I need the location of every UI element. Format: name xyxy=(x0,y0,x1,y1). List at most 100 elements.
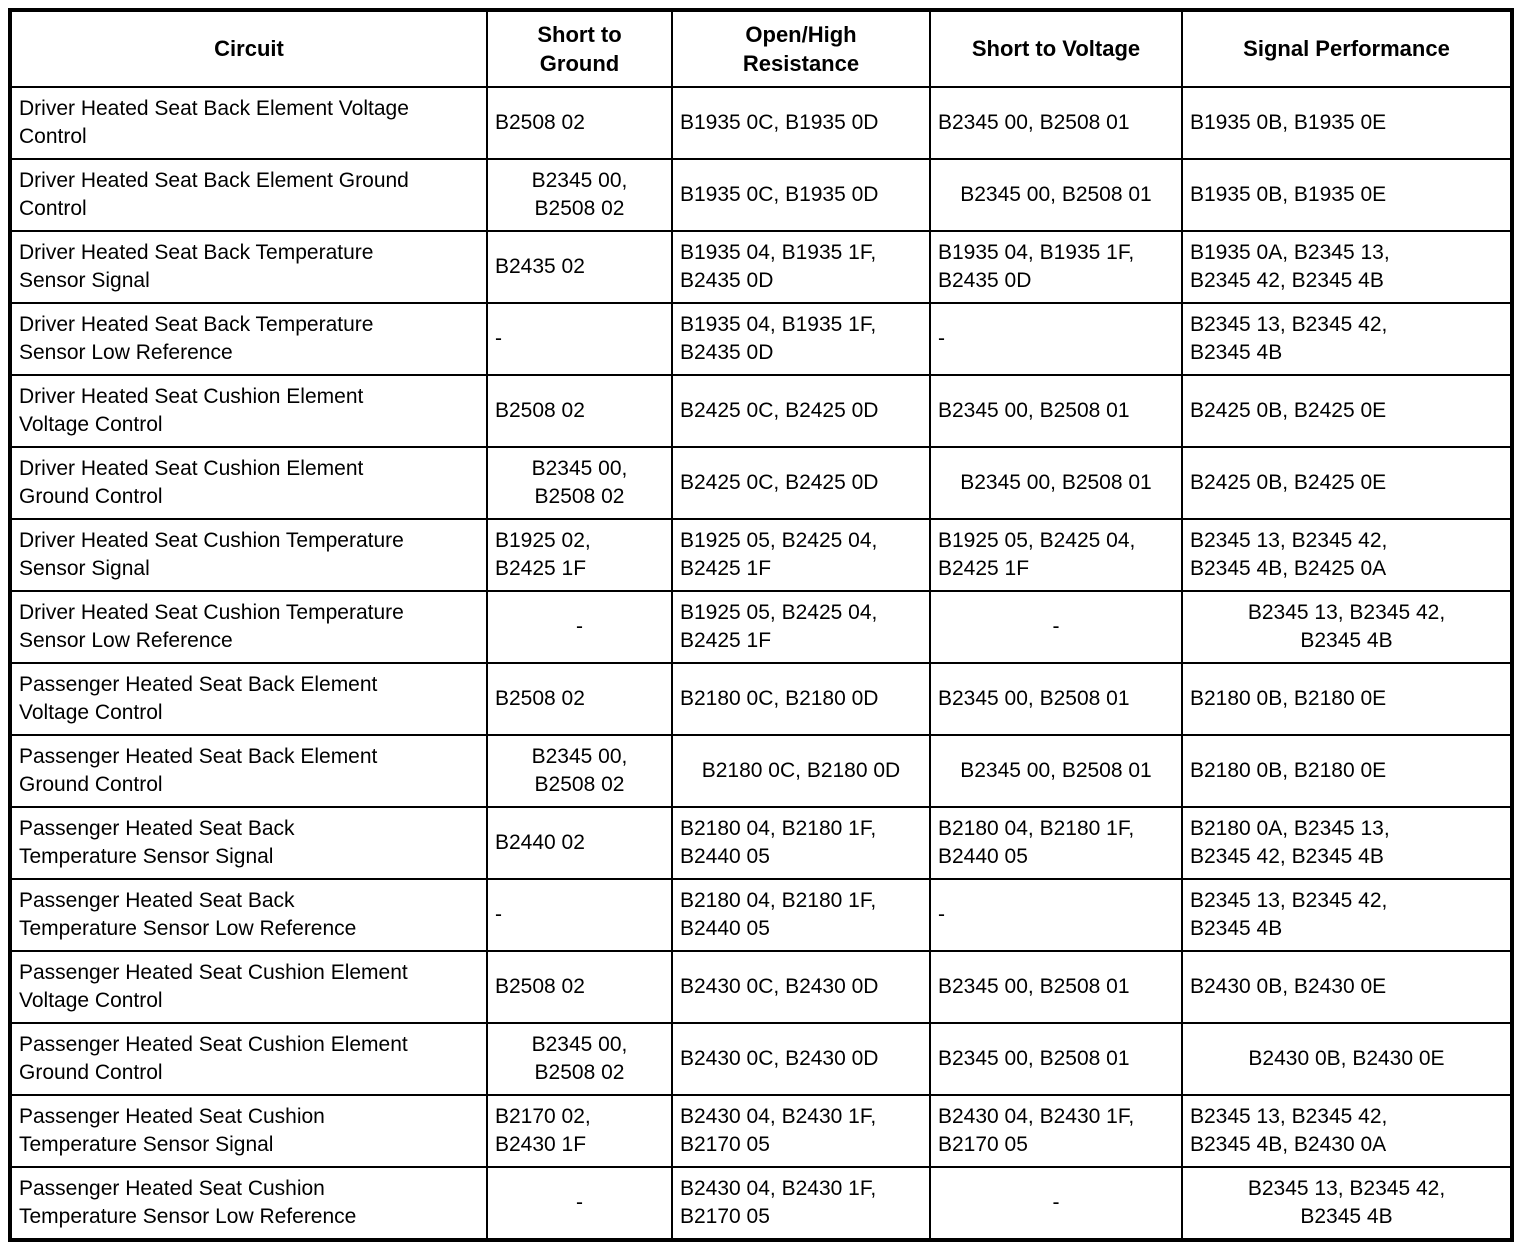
table-row: Driver Heated Seat Back Temperature Sens… xyxy=(9,302,1513,376)
dtc-cell: B2345 00, B2508 02 xyxy=(486,158,673,232)
table-row: Driver Heated Seat Cushion Element Volta… xyxy=(9,374,1513,448)
circuit-cell: Passenger Heated Seat Back Element Volta… xyxy=(9,662,488,736)
dtc-cell: B2430 04, B2430 1F, B2170 05 xyxy=(671,1166,931,1241)
dtc-cell: B2345 13, B2345 42, B2345 4B, B2430 0A xyxy=(1181,1094,1513,1168)
circuit-cell: Driver Heated Seat Back Element Voltage … xyxy=(9,86,488,160)
dtc-cell: B2345 13, B2345 42, B2345 4B, B2425 0A xyxy=(1181,518,1513,592)
table-row: Passenger Heated Seat Cushion Temperatur… xyxy=(9,1094,1513,1168)
dtc-cell: B2425 0C, B2425 0D xyxy=(671,446,931,520)
dtc-cell: B2425 0C, B2425 0D xyxy=(671,374,931,448)
table-header-row: Circuit Short to Ground Open/High Resistan… xyxy=(9,9,1513,88)
dtc-cell: B2425 0B, B2425 0E xyxy=(1181,374,1513,448)
dtc-cell: B2345 00, B2508 02 xyxy=(486,1022,673,1096)
table-row: Driver Heated Seat Back Element Ground C… xyxy=(9,158,1513,232)
dtc-cell: - xyxy=(929,590,1183,664)
dtc-cell: B2345 13, B2345 42, B2345 4B xyxy=(1181,590,1513,664)
table-row: Passenger Heated Seat Back Temperature S… xyxy=(9,878,1513,952)
circuit-cell: Driver Heated Seat Cushion Element Groun… xyxy=(9,446,488,520)
dtc-cell: - xyxy=(929,302,1183,376)
dtc-cell: - xyxy=(486,878,673,952)
circuit-cell: Passenger Heated Seat Back Temperature S… xyxy=(9,806,488,880)
dtc-cell: B2180 04, B2180 1F, B2440 05 xyxy=(671,806,931,880)
column-header: Signal Performance xyxy=(1181,9,1513,88)
dtc-cell: B2180 04, B2180 1F, B2440 05 xyxy=(929,806,1183,880)
dtc-cell: B2345 00, B2508 01 xyxy=(929,158,1183,232)
dtc-cell: B1935 04, B1935 1F, B2435 0D xyxy=(929,230,1183,304)
dtc-cell: B1925 05, B2425 04, B2425 1F xyxy=(671,590,931,664)
dtc-cell: - xyxy=(486,1166,673,1241)
table-row: Driver Heated Seat Cushion Temperature S… xyxy=(9,518,1513,592)
column-header: Open/High Resistance xyxy=(671,9,931,88)
circuit-cell: Driver Heated Seat Cushion Temperature S… xyxy=(9,590,488,664)
circuit-cell: Driver Heated Seat Cushion Element Volta… xyxy=(9,374,488,448)
dtc-cell: B2180 0A, B2345 13, B2345 42, B2345 4B xyxy=(1181,806,1513,880)
dtc-cell: B1935 0B, B1935 0E xyxy=(1181,158,1513,232)
dtc-cell: B2440 02 xyxy=(486,806,673,880)
table-row: Passenger Heated Seat Cushion Temperatur… xyxy=(9,1166,1513,1241)
dtc-cell: B1925 02, B2425 1F xyxy=(486,518,673,592)
dtc-cell: B1935 0B, B1935 0E xyxy=(1181,86,1513,160)
table-row: Driver Heated Seat Back Element Voltage … xyxy=(9,86,1513,160)
table-row: Driver Heated Seat Cushion Element Groun… xyxy=(9,446,1513,520)
dtc-cell: B2435 02 xyxy=(486,230,673,304)
dtc-reference-table: Circuit Short to Ground Open/High Resistan… xyxy=(8,8,1514,1242)
dtc-cell: B2345 00, B2508 01 xyxy=(929,1022,1183,1096)
dtc-cell: B1935 0C, B1935 0D xyxy=(671,86,931,160)
table-row: Passenger Heated Seat Back Element Volta… xyxy=(9,662,1513,736)
circuit-cell: Passenger Heated Seat Cushion Temperatur… xyxy=(9,1166,488,1241)
circuit-cell: Passenger Heated Seat Back Temperature S… xyxy=(9,878,488,952)
dtc-cell: - xyxy=(486,302,673,376)
dtc-cell: B2508 02 xyxy=(486,662,673,736)
dtc-cell: B2180 0B, B2180 0E xyxy=(1181,662,1513,736)
dtc-cell: B2345 13, B2345 42, B2345 4B xyxy=(1181,302,1513,376)
dtc-cell: B1935 04, B1935 1F, B2435 0D xyxy=(671,230,931,304)
dtc-cell: B2180 0C, B2180 0D xyxy=(671,662,931,736)
circuit-cell: Driver Heated Seat Back Element Ground C… xyxy=(9,158,488,232)
table-row: Driver Heated Seat Back Temperature Sens… xyxy=(9,230,1513,304)
column-header: Short to Ground xyxy=(486,9,673,88)
dtc-cell: B2345 00, B2508 02 xyxy=(486,734,673,808)
dtc-cell: - xyxy=(929,878,1183,952)
table-row: Passenger Heated Seat Cushion Element Gr… xyxy=(9,1022,1513,1096)
circuit-cell: Passenger Heated Seat Back Element Groun… xyxy=(9,734,488,808)
dtc-cell: B2430 04, B2430 1F, B2170 05 xyxy=(671,1094,931,1168)
dtc-cell: B2430 04, B2430 1F, B2170 05 xyxy=(929,1094,1183,1168)
dtc-cell: B2345 00, B2508 01 xyxy=(929,662,1183,736)
circuit-cell: Driver Heated Seat Back Temperature Sens… xyxy=(9,302,488,376)
dtc-cell: B2345 00, B2508 01 xyxy=(929,446,1183,520)
dtc-cell: B2430 0B, B2430 0E xyxy=(1181,1022,1513,1096)
circuit-cell: Passenger Heated Seat Cushion Element Gr… xyxy=(9,1022,488,1096)
table-row: Passenger Heated Seat Cushion Element Vo… xyxy=(9,950,1513,1024)
dtc-cell: B2345 13, B2345 42, B2345 4B xyxy=(1181,878,1513,952)
dtc-cell: - xyxy=(486,590,673,664)
dtc-cell: B2180 0B, B2180 0E xyxy=(1181,734,1513,808)
dtc-cell: B2180 04, B2180 1F, B2440 05 xyxy=(671,878,931,952)
dtc-cell: B2345 00, B2508 01 xyxy=(929,374,1183,448)
dtc-cell: B2508 02 xyxy=(486,950,673,1024)
dtc-cell: B2345 00, B2508 01 xyxy=(929,86,1183,160)
dtc-cell: B1935 0A, B2345 13, B2345 42, B2345 4B xyxy=(1181,230,1513,304)
circuit-cell: Passenger Heated Seat Cushion Temperatur… xyxy=(9,1094,488,1168)
dtc-cell: B1935 0C, B1935 0D xyxy=(671,158,931,232)
table-row: Passenger Heated Seat Back Element Groun… xyxy=(9,734,1513,808)
dtc-cell: B1925 05, B2425 04, B2425 1F xyxy=(929,518,1183,592)
circuit-cell: Driver Heated Seat Back Temperature Sens… xyxy=(9,230,488,304)
dtc-cell: B2430 0B, B2430 0E xyxy=(1181,950,1513,1024)
table-row: Driver Heated Seat Cushion Temperature S… xyxy=(9,590,1513,664)
dtc-cell: B2345 00, B2508 01 xyxy=(929,734,1183,808)
dtc-cell: B2508 02 xyxy=(486,374,673,448)
dtc-cell: - xyxy=(929,1166,1183,1241)
dtc-cell: B2508 02 xyxy=(486,86,673,160)
circuit-cell: Driver Heated Seat Cushion Temperature S… xyxy=(9,518,488,592)
table-body: Driver Heated Seat Back Element Voltage … xyxy=(9,86,1513,1241)
column-header: Circuit xyxy=(9,9,488,88)
circuit-cell: Passenger Heated Seat Cushion Element Vo… xyxy=(9,950,488,1024)
dtc-cell: B1935 04, B1935 1F, B2435 0D xyxy=(671,302,931,376)
dtc-cell: B1925 05, B2425 04, B2425 1F xyxy=(671,518,931,592)
dtc-cell: B2345 00, B2508 01 xyxy=(929,950,1183,1024)
dtc-cell: B2425 0B, B2425 0E xyxy=(1181,446,1513,520)
table-row: Passenger Heated Seat Back Temperature S… xyxy=(9,806,1513,880)
column-header: Short to Voltage xyxy=(929,9,1183,88)
dtc-cell: B2170 02, B2430 1F xyxy=(486,1094,673,1168)
